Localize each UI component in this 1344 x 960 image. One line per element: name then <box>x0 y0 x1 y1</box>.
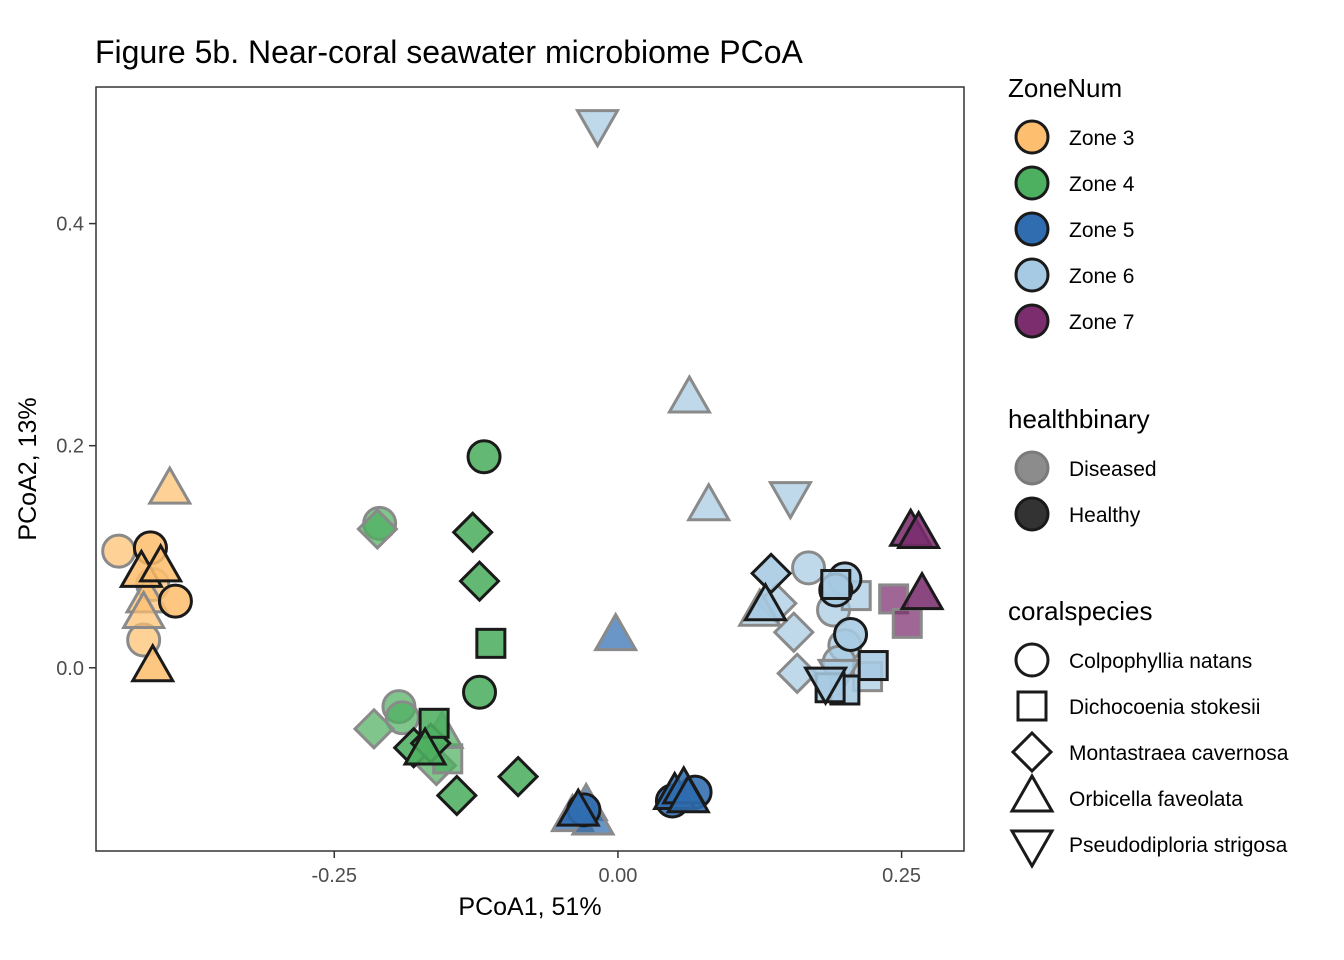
y-tick-label: 0.4 <box>56 214 84 236</box>
data-point <box>466 439 502 475</box>
data-point <box>462 674 498 710</box>
legend-label: Zone 3 <box>1069 127 1134 150</box>
data-point <box>833 616 869 652</box>
legend-label: Montastraea cavernosa <box>1069 742 1289 765</box>
legend-label: Healthy <box>1069 504 1141 527</box>
plot-area <box>95 86 965 852</box>
legend-label: Colpophyllia natans <box>1069 650 1252 673</box>
y-tick-label: 0.2 <box>56 436 84 458</box>
data-point <box>130 642 176 683</box>
legend-label: Dichocoenia stokesii <box>1069 696 1260 719</box>
data-point <box>384 700 420 736</box>
legend-title: ZoneNum <box>1008 73 1122 103</box>
data-point <box>686 481 732 522</box>
x-axis-title: PCoA1, 51% <box>458 893 601 921</box>
data-point <box>475 627 507 659</box>
data-point <box>418 707 450 739</box>
legend-title: healthbinary <box>1008 404 1150 434</box>
data-point <box>791 550 827 586</box>
x-tick-label: 0.00 <box>598 865 637 887</box>
data-point <box>742 581 789 622</box>
legend: ZoneNum Zone 3 Zone 4 Zone 5 Zone 6 Zone 7 hea… <box>1008 73 1289 870</box>
data-points <box>101 109 945 836</box>
data-point <box>147 465 193 505</box>
x-tick-label: 0.25 <box>882 865 921 887</box>
data-point <box>857 650 889 682</box>
legend-zonenum: ZoneNum Zone 3 Zone 4 Zone 5 Zone 6 Zone 7 <box>1008 73 1135 339</box>
legend-label: Zone 5 <box>1069 219 1134 242</box>
data-point <box>891 607 923 639</box>
plot-panel <box>95 86 965 852</box>
legend-key <box>1010 730 1054 774</box>
legend-key <box>1016 690 1048 722</box>
legend-label: Orbicella faveolata <box>1069 788 1243 811</box>
data-point <box>666 374 713 414</box>
legend-key <box>1014 119 1050 155</box>
data-point <box>138 542 184 583</box>
legend-title: coralspecies <box>1008 596 1153 626</box>
x-tick-label: -0.25 <box>311 865 357 887</box>
legend-key <box>1014 496 1050 532</box>
data-point <box>820 568 852 600</box>
y-tick-label: 0.0 <box>56 658 84 680</box>
data-point <box>402 726 448 766</box>
legend-key <box>1014 165 1050 201</box>
legend-label: Pseudodiploria strigosa <box>1069 834 1288 857</box>
legend-coralspecies: coralspecies Colpophyllia natans Dichocoen… <box>1008 596 1289 870</box>
legend-key <box>1009 829 1055 870</box>
data-point <box>352 707 396 750</box>
legend-healthbinary: healthbinary Diseased Healthy <box>1008 404 1157 532</box>
data-point <box>574 109 621 149</box>
data-point <box>665 773 711 814</box>
data-point <box>458 560 501 603</box>
data-point <box>101 533 137 569</box>
data-point <box>896 509 942 550</box>
data-point <box>767 481 813 521</box>
data-point <box>593 611 639 652</box>
data-point <box>121 589 167 629</box>
y-axis-title: PCoA2, 13% <box>14 397 42 540</box>
data-point <box>496 755 540 798</box>
data-point <box>435 774 478 817</box>
data-point <box>555 787 601 827</box>
legend-key <box>1014 257 1050 293</box>
data-point <box>157 583 193 619</box>
legend-key <box>1009 772 1055 813</box>
data-point <box>802 666 849 707</box>
legend-key <box>1014 211 1050 247</box>
data-point <box>451 511 494 554</box>
legend-label: Zone 7 <box>1069 311 1134 334</box>
legend-label: Zone 4 <box>1069 173 1135 196</box>
data-point <box>899 570 945 611</box>
legend-key <box>1014 450 1050 486</box>
data-point <box>356 507 399 551</box>
axes: -0.25 0.00 0.25 0.0 0.2 0.4 <box>56 214 921 887</box>
legend-key <box>1014 303 1050 339</box>
chart-title: Figure 5b. Near-coral seawater microbiom… <box>95 34 803 70</box>
legend-key <box>1014 642 1050 678</box>
legend-label: Diseased <box>1069 458 1157 481</box>
legend-label: Zone 6 <box>1069 265 1134 288</box>
